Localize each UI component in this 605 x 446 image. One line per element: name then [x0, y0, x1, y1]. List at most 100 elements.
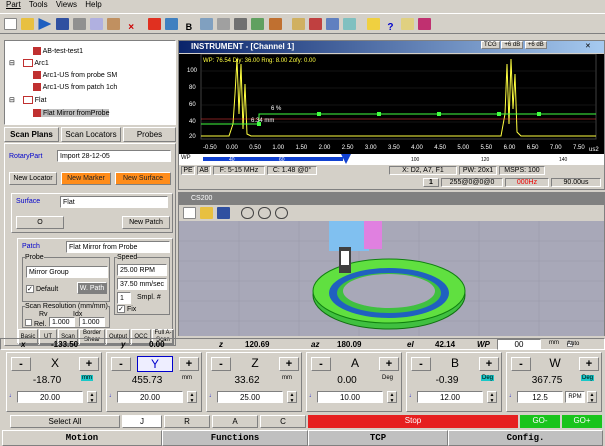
wp-slider-thumb[interactable] — [341, 154, 351, 164]
increment-button[interactable]: + — [79, 357, 99, 371]
tree-item[interactable]: AB-test-test1 — [33, 47, 83, 55]
step-spinner[interactable]: ▲ ▼ — [87, 391, 97, 404]
new-locator-button[interactable]: New Locator — [9, 172, 57, 185]
list-icon[interactable] — [216, 18, 230, 30]
help-icon[interactable] — [366, 18, 380, 30]
menu-help[interactable]: Help — [85, 0, 102, 9]
decrement-button[interactable]: - — [411, 357, 431, 371]
increment-button[interactable]: + — [279, 357, 299, 371]
surface-field[interactable]: Flat — [60, 196, 168, 208]
step-input[interactable]: 12.5 — [517, 391, 563, 403]
axis-name[interactable]: B — [450, 356, 459, 370]
r-button[interactable]: R — [164, 415, 210, 428]
step-input[interactable]: 25.00 — [217, 391, 283, 403]
step-input[interactable]: 10.00 — [317, 391, 383, 403]
new-marker-button[interactable]: New Marker — [61, 172, 111, 185]
tab-output[interactable]: Output — [106, 329, 130, 345]
tab-probes[interactable]: Probes — [123, 127, 176, 142]
j-button[interactable]: J — [122, 415, 162, 428]
wp-slider[interactable]: WP 40 60 100 120 140 — [179, 154, 604, 165]
marker-icon[interactable] — [308, 18, 322, 30]
rotate-icon[interactable] — [275, 207, 289, 219]
rel-checkbox[interactable]: Rel. — [25, 319, 46, 328]
smpl-field[interactable]: 1 — [117, 292, 131, 304]
ascan-plot[interactable]: WP: 76.54 Dly: 36.00 Rng: 8.00 Zofy: 0.0… — [179, 54, 604, 154]
gain-up-button[interactable]: +6 dB — [501, 41, 524, 49]
axis-name[interactable]: W — [549, 356, 561, 370]
scan-icon[interactable] — [147, 18, 161, 30]
wp-input[interactable]: 00 — [497, 339, 541, 350]
select-all-button[interactable]: Select All — [10, 415, 120, 428]
tab-full-ascan[interactable]: Full A-Scan — [152, 329, 174, 345]
tab-motion[interactable]: Motion — [2, 430, 162, 446]
new-icon[interactable] — [4, 18, 17, 30]
play-icon[interactable] — [38, 18, 52, 30]
decrement-button[interactable]: - — [511, 357, 531, 371]
decrement-button[interactable]: - — [211, 357, 231, 371]
tcg-button[interactable]: TCG — [481, 41, 500, 49]
channel-button[interactable]: 1 — [423, 178, 439, 187]
menu-tools[interactable]: Tools — [28, 0, 48, 9]
grid-icon[interactable] — [199, 18, 213, 30]
idx-field[interactable]: 1.000 — [79, 317, 105, 327]
link-icon[interactable] — [418, 18, 432, 30]
tab-basic[interactable]: Basic — [18, 329, 38, 345]
probe-select[interactable]: Mirror Group — [26, 266, 108, 278]
menu-views[interactable]: Views — [55, 0, 78, 9]
new-icon[interactable] — [183, 207, 196, 219]
step-spinner[interactable]: ▲ ▼ — [587, 391, 597, 404]
close-icon[interactable]: ✕ — [585, 43, 591, 50]
open-icon[interactable] — [200, 207, 214, 219]
filter-icon[interactable] — [234, 18, 248, 30]
decrement-button[interactable]: - — [11, 357, 31, 371]
axis-name[interactable]: A — [350, 356, 359, 370]
tab-scan-plans[interactable]: Scan Plans — [4, 127, 59, 142]
menu-part[interactable]: Part — [6, 0, 21, 9]
step-spinner[interactable]: ▲ ▼ — [487, 391, 497, 404]
cut-icon[interactable] — [72, 18, 86, 30]
tree-item[interactable]: Arc1-US from patch 1ch — [33, 83, 117, 91]
tab-tcp[interactable]: TCP — [308, 430, 448, 446]
default-checkbox[interactable]: ✓ Default — [26, 285, 59, 293]
tree-item[interactable]: ⊟ Flat — [9, 96, 47, 105]
step-input[interactable]: 12.00 — [417, 391, 483, 403]
a-button[interactable]: A — [212, 415, 258, 428]
new-surface-button[interactable]: New Surface — [115, 172, 171, 185]
step-spinner[interactable]: ▲ ▼ — [187, 391, 197, 404]
probe-icon[interactable] — [165, 18, 179, 30]
o-button[interactable]: O — [16, 216, 64, 229]
open-icon[interactable] — [21, 18, 35, 30]
scan-plan-tree[interactable]: AB-test-test1 ⊟ Arc1 Arc1-US from probe … — [4, 40, 176, 125]
decrement-button[interactable]: - — [111, 357, 131, 371]
tree-item[interactable]: ⊟ Arc1 — [9, 59, 49, 68]
rpm-field[interactable]: 25.00 RPM — [117, 264, 167, 276]
decrement-button[interactable]: - — [311, 357, 331, 371]
step-spinner[interactable]: ▲ ▼ — [287, 391, 297, 404]
whatsthis-icon[interactable] — [401, 18, 415, 30]
step-input[interactable]: 20.00 — [17, 391, 83, 403]
stop-button[interactable]: Stop — [308, 415, 518, 428]
tab-scan[interactable]: Scan — [58, 329, 78, 345]
tab-ut[interactable]: UT — [39, 329, 57, 345]
tree-item-selected[interactable]: Flat Mirror fromProbe — [33, 109, 110, 117]
axis-name[interactable]: Y — [137, 356, 173, 372]
patch-field[interactable]: Flat Mirror from Probe — [66, 241, 170, 253]
save-icon[interactable] — [55, 18, 69, 30]
new-patch-button[interactable]: New Patch — [122, 216, 170, 229]
increment-button[interactable]: + — [379, 357, 399, 371]
info-icon[interactable]: ? — [387, 22, 394, 33]
zoom-out-icon[interactable] — [257, 207, 271, 219]
c-button[interactable]: C — [260, 415, 306, 428]
tile-icon[interactable] — [343, 18, 357, 30]
delete-icon[interactable]: × — [128, 22, 135, 33]
tab-occ[interactable]: OCC — [131, 329, 151, 345]
tree-item[interactable]: Arc1-US from probe SM — [33, 71, 117, 79]
rv-field[interactable]: 1.000 — [49, 317, 75, 327]
rotary-field[interactable]: Import 28-12-05 — [57, 150, 171, 162]
tab-functions[interactable]: Functions — [162, 430, 308, 446]
bold-icon[interactable]: B — [185, 22, 193, 32]
copy-icon[interactable] — [90, 18, 104, 30]
tool-icon[interactable] — [268, 18, 282, 30]
axis-name[interactable]: X — [50, 356, 59, 370]
window-icon[interactable] — [326, 18, 340, 30]
